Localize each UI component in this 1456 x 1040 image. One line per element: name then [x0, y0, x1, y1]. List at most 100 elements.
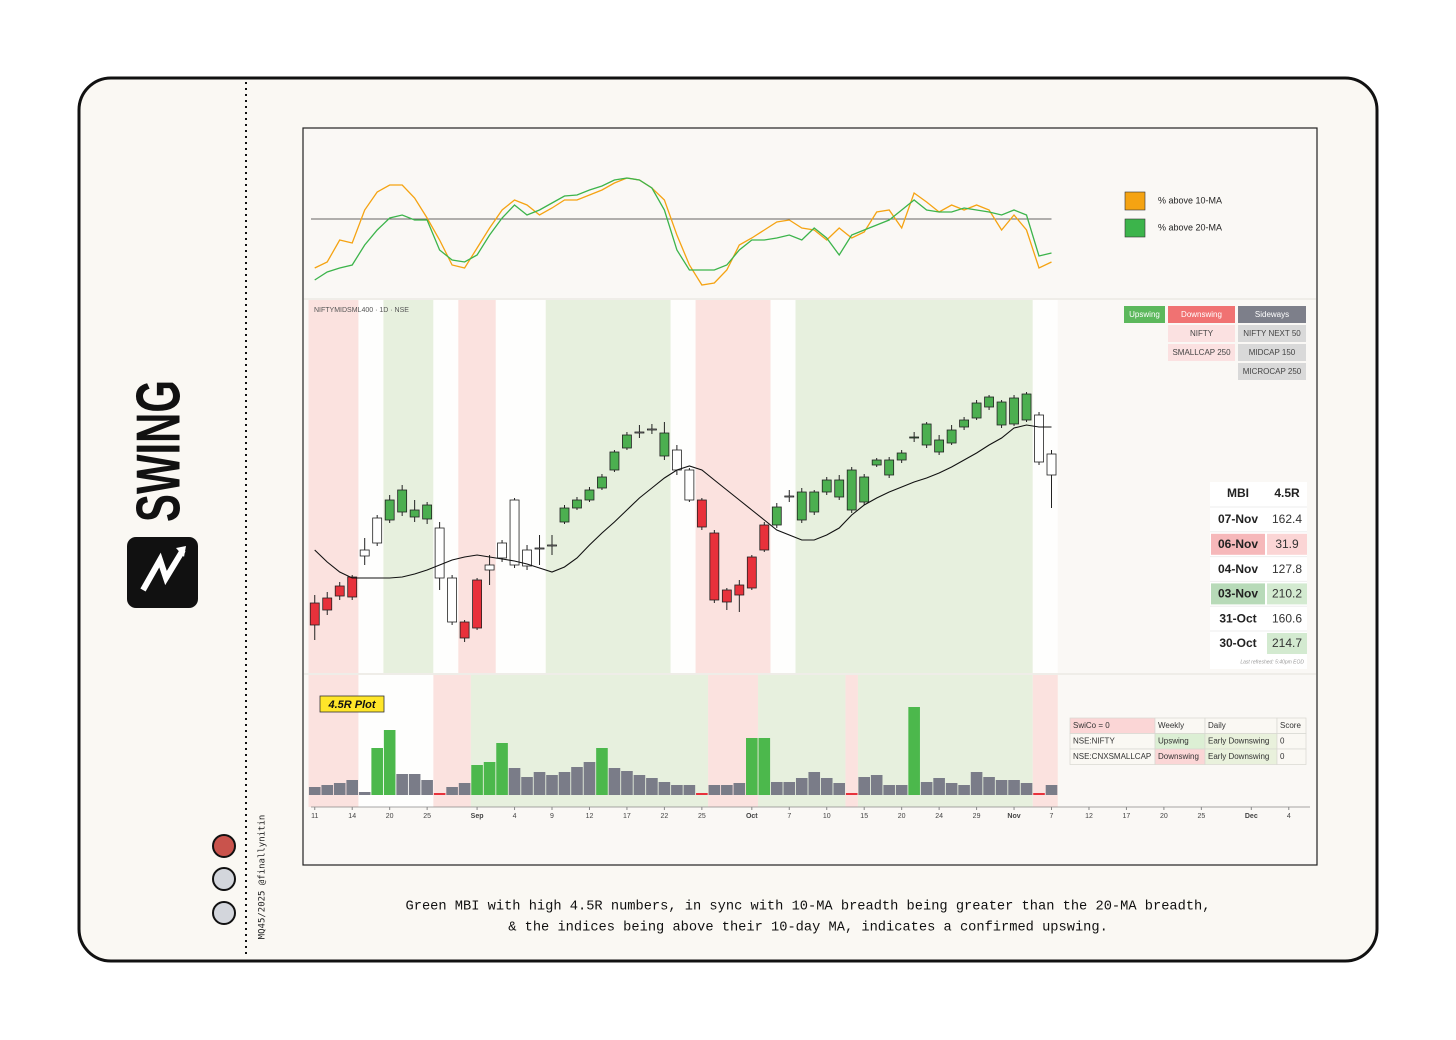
zone-header-label: Downswing	[1181, 310, 1222, 319]
mbi-value-cell	[1267, 633, 1307, 654]
bar	[870, 775, 883, 795]
mbi-value: 210.2	[1272, 587, 1302, 601]
candle-body	[472, 579, 482, 629]
mbi-header: MBI	[1227, 486, 1249, 500]
plot-label-box	[319, 695, 385, 713]
candle-body	[509, 499, 520, 566]
swico-text: Score	[1280, 721, 1301, 730]
candle-body	[659, 432, 670, 457]
bar	[346, 780, 359, 795]
candle-body	[534, 547, 545, 550]
plot-label: 4.5R Plot	[327, 699, 376, 711]
x-tick-label: Dec	[1245, 813, 1258, 820]
candle-body	[497, 542, 507, 559]
candle-body	[409, 509, 420, 518]
bar	[808, 772, 821, 795]
zone-cell	[1238, 325, 1306, 342]
bar	[358, 792, 371, 795]
candle-body	[721, 589, 732, 603]
bar	[970, 772, 983, 795]
candle-body	[759, 524, 770, 551]
candle-body	[821, 479, 832, 493]
candle-body	[846, 469, 857, 511]
x-tick-label: 25	[698, 813, 706, 820]
bar	[1033, 793, 1045, 795]
caption-line: & the indices being above their 10-day M…	[508, 921, 1108, 936]
dot-gray	[212, 867, 236, 891]
candle-body	[709, 532, 720, 601]
caption-line: Green MBI with high 4.5R numbers, in syn…	[406, 900, 1211, 915]
bar	[471, 765, 483, 795]
zone-cell-label: NIFTY NEXT 50	[1243, 329, 1301, 338]
breadth-line	[314, 177, 1052, 286]
candle-body	[746, 556, 757, 589]
bar	[770, 782, 783, 795]
legend-swatch	[1124, 218, 1146, 238]
bar	[895, 785, 908, 795]
bar	[458, 783, 471, 795]
zone-header	[1238, 306, 1306, 323]
x-tick-label: Sep	[471, 813, 484, 820]
candle-body	[809, 491, 820, 513]
mbi-date: 04-Nov	[1218, 562, 1258, 576]
candle-body	[1034, 414, 1044, 463]
x-tick-label: 29	[973, 813, 981, 820]
x-tick-label: 7	[787, 813, 791, 820]
chart-title: NIFTYMIDSML400 · 1D · NSE	[314, 307, 409, 314]
zone	[845, 675, 858, 807]
bar	[308, 787, 321, 795]
mbi-value-cell	[1267, 583, 1307, 605]
zone-cell	[1168, 325, 1235, 342]
mbi-value: 214.7	[1272, 636, 1302, 650]
zone-cell	[1238, 344, 1306, 361]
candle-body	[946, 429, 957, 444]
candle-body	[696, 499, 707, 528]
bar	[408, 774, 421, 795]
bar	[558, 772, 571, 795]
bar	[321, 785, 334, 795]
mbi-value-cell	[1267, 509, 1307, 530]
swico-text: Downswing	[1158, 752, 1199, 761]
bar	[733, 783, 746, 795]
x-tick-label: 12	[1085, 813, 1093, 820]
zone	[358, 300, 384, 673]
x-tick-label: 12	[586, 813, 594, 820]
candle-body	[309, 602, 320, 626]
mbi-date-cell	[1211, 608, 1265, 630]
mbi-date: 07-Nov	[1218, 512, 1258, 526]
swico-text: Daily	[1208, 721, 1226, 730]
bar	[508, 768, 521, 795]
swico-text: Early Downswing	[1208, 752, 1269, 761]
candle-body	[559, 507, 570, 523]
bar	[446, 787, 458, 795]
zone-header	[1168, 306, 1235, 323]
candle-body	[771, 506, 782, 526]
bar	[1020, 783, 1033, 795]
zone-header-label: Sideways	[1255, 310, 1289, 319]
candle-body	[934, 439, 945, 453]
credit: MQ45/2025 @finallynitin	[258, 815, 268, 940]
x-tick-label: 4	[1287, 813, 1291, 820]
candle-body	[984, 396, 994, 408]
bar	[608, 768, 621, 795]
mbi-value: 162.4	[1272, 512, 1302, 526]
x-tick-label: 14	[348, 813, 356, 820]
zone-cell	[1238, 363, 1306, 380]
candle-body	[684, 469, 695, 501]
x-tick-label: 20	[1160, 813, 1168, 820]
swico-text: Upswing	[1158, 737, 1189, 746]
zone-header	[1124, 306, 1165, 323]
bar	[833, 783, 846, 795]
bar	[708, 785, 721, 795]
dot-gray	[212, 901, 236, 925]
bar	[333, 783, 346, 795]
bar	[521, 777, 533, 795]
bar	[933, 778, 945, 795]
breadth-line	[314, 177, 1052, 281]
bar	[958, 785, 970, 795]
bar	[758, 738, 771, 795]
x-tick-label: 20	[898, 813, 906, 820]
x-tick-label: 10	[823, 813, 831, 820]
bar	[533, 772, 546, 795]
